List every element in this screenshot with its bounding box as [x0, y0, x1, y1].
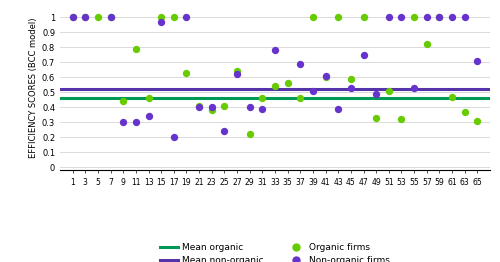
Point	[106, 15, 114, 19]
Point	[119, 99, 127, 103]
Point	[385, 15, 393, 19]
Point	[182, 71, 190, 75]
Point	[182, 15, 190, 19]
Point	[68, 15, 76, 19]
Point	[132, 47, 140, 51]
Point	[82, 15, 90, 19]
Point	[246, 105, 254, 109]
Point	[258, 96, 266, 100]
Point	[284, 81, 292, 85]
Legend: Mean organic, Mean non-organic, Organic firms, Non-organic firms: Mean organic, Mean non-organic, Organic …	[157, 240, 393, 262]
Point	[271, 84, 279, 88]
Point	[334, 15, 342, 19]
Point	[385, 89, 393, 93]
Point	[220, 129, 228, 133]
Point	[372, 92, 380, 96]
Point	[208, 108, 216, 112]
Point	[271, 48, 279, 52]
Point	[170, 135, 178, 139]
Point	[195, 105, 203, 109]
Point	[233, 69, 241, 73]
Point	[246, 132, 254, 137]
Point	[309, 89, 317, 93]
Point	[296, 96, 304, 100]
Point	[372, 116, 380, 120]
Point	[448, 95, 456, 99]
Point	[423, 15, 431, 19]
Point	[398, 15, 406, 19]
Point	[233, 72, 241, 76]
Point	[423, 42, 431, 46]
Point	[119, 120, 127, 124]
Point	[460, 15, 468, 19]
Point	[68, 15, 76, 19]
Point	[410, 86, 418, 90]
Point	[309, 15, 317, 19]
Y-axis label: EFFICIENCY SCORES (BCC model): EFFICIENCY SCORES (BCC model)	[28, 18, 38, 158]
Point	[144, 114, 152, 118]
Point	[220, 104, 228, 108]
Point	[474, 119, 482, 123]
Point	[195, 104, 203, 108]
Point	[258, 107, 266, 111]
Point	[460, 110, 468, 114]
Point	[157, 20, 165, 24]
Point	[208, 105, 216, 109]
Point	[157, 15, 165, 19]
Point	[360, 15, 368, 19]
Point	[436, 15, 444, 19]
Point	[448, 15, 456, 19]
Point	[410, 15, 418, 19]
Point	[106, 15, 114, 19]
Point	[360, 53, 368, 57]
Point	[347, 86, 355, 90]
Point	[94, 15, 102, 19]
Point	[132, 120, 140, 124]
Point	[144, 96, 152, 100]
Point	[82, 15, 90, 19]
Point	[170, 15, 178, 19]
Point	[322, 75, 330, 79]
Point	[347, 77, 355, 81]
Point	[474, 59, 482, 63]
Point	[296, 62, 304, 66]
Point	[398, 117, 406, 121]
Point	[334, 107, 342, 111]
Point	[322, 74, 330, 78]
Point	[436, 15, 444, 19]
